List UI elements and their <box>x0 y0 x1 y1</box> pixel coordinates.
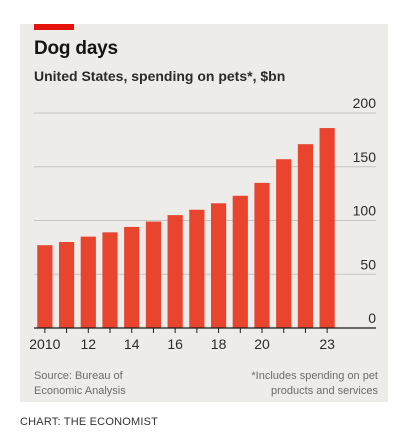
source-note: Source: Bureau of Economic Analysis <box>34 370 126 397</box>
x-tick-label: 2010 <box>29 336 60 352</box>
y-tick-label: 150 <box>353 149 377 165</box>
axis-layer: 0 50 100 150 200 2010 12 14 16 18 20 23 <box>29 95 376 352</box>
bar <box>58 242 75 328</box>
bar-chart: 0 50 100 150 200 2010 12 14 16 18 20 23 <box>29 95 376 352</box>
x-tick-label: 18 <box>211 336 227 352</box>
y-tick-label: 100 <box>353 203 377 219</box>
accent-tag <box>34 24 74 30</box>
bar <box>232 195 248 328</box>
chart-title: Dog days <box>34 38 118 59</box>
bar <box>145 221 162 328</box>
footnote: *Includes spending on pet products and s… <box>251 370 378 397</box>
bar <box>276 159 292 328</box>
bar <box>210 203 227 328</box>
bar <box>319 128 335 328</box>
bar <box>189 209 205 328</box>
bar <box>80 236 96 328</box>
bar-layer <box>37 128 335 328</box>
x-tick-label: 14 <box>124 336 140 352</box>
bar <box>37 245 53 328</box>
bar <box>102 232 118 328</box>
bar <box>167 215 183 328</box>
bar <box>254 182 270 328</box>
chart-credit: CHART: THE ECONOMIST <box>20 416 159 428</box>
y-tick-label: 0 <box>368 310 376 326</box>
bar <box>124 226 140 328</box>
bar <box>297 144 314 328</box>
y-tick-label: 50 <box>360 256 376 272</box>
x-tick-label: 20 <box>254 336 270 352</box>
x-tick-label: 16 <box>167 336 183 352</box>
chart-subtitle: United States, spending on pets*, $bn <box>34 68 286 84</box>
y-tick-label: 200 <box>353 95 377 111</box>
chart-card: Dog days United States, spending on pets… <box>20 24 388 402</box>
x-tick-label: 23 <box>319 336 335 352</box>
x-tick-label: 12 <box>80 336 96 352</box>
